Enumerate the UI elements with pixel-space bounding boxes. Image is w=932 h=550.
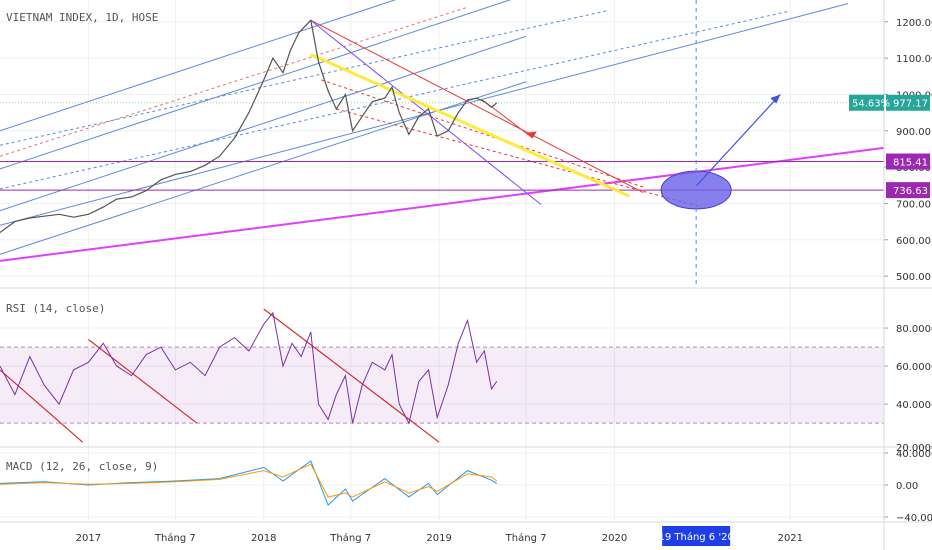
channel-line-3 bbox=[0, 0, 397, 132]
level-badge-label-0: 815.41 bbox=[893, 158, 928, 169]
channel-line-2 bbox=[0, 0, 512, 170]
x-tick-label-5: Tháng 7 bbox=[505, 532, 547, 544]
x-tick-label-1: Tháng 7 bbox=[154, 532, 196, 544]
x-tick-label-2: 2018 bbox=[251, 533, 276, 544]
x-tick-label-0: 2017 bbox=[76, 533, 101, 544]
level-badge-2 bbox=[886, 94, 930, 111]
price-tick-label-1: 600.00 bbox=[896, 236, 931, 247]
rsi-chart-title: RSI (14, close) bbox=[6, 302, 105, 315]
price-chart-title: VIETNAM INDEX, 1D, HOSE bbox=[6, 11, 158, 24]
grid bbox=[0, 0, 884, 521]
labels: 500.00600.00700.00800.00900.001000.00110… bbox=[76, 18, 932, 546]
price-tick-label-7: 1200.00 bbox=[896, 18, 932, 29]
macd-tick-label-1: 0.00 bbox=[896, 481, 918, 492]
change-badge bbox=[849, 94, 884, 111]
yellow-trendline bbox=[310, 53, 630, 198]
series-lines bbox=[0, 19, 498, 506]
dotted-red-line-1 bbox=[0, 6, 468, 157]
level-badge-0 bbox=[886, 153, 930, 170]
red-arrowhead bbox=[526, 131, 537, 139]
price-tick-label-4: 900.00 bbox=[896, 127, 931, 138]
price-line-0 bbox=[0, 19, 498, 233]
price-tick-label-6: 1100.00 bbox=[896, 54, 932, 65]
purple-descending-line bbox=[310, 19, 542, 205]
rsi-downtrend-line-0 bbox=[0, 369, 84, 443]
x-tick-label-4: 2019 bbox=[426, 533, 451, 544]
rsi-band-fill bbox=[0, 347, 884, 424]
projection-arrow-line bbox=[695, 94, 781, 187]
cursor-date-badge bbox=[662, 526, 731, 546]
level-badge-label-2: 977.17 bbox=[893, 99, 928, 110]
level-badge-1 bbox=[886, 182, 930, 199]
rsi-downtrend-line-1 bbox=[88, 338, 198, 424]
x-tick-label-7: 2021 bbox=[778, 533, 803, 544]
channel-line-outer bbox=[0, 10, 607, 146]
red-descending-trendline bbox=[310, 19, 644, 193]
macd-line-0 bbox=[0, 460, 498, 506]
price-axis bbox=[884, 21, 888, 518]
price-tick-label-2: 700.00 bbox=[896, 199, 931, 210]
projection-arrowhead bbox=[770, 94, 781, 104]
cursor-date-label: 19 Tháng 6 '20 bbox=[658, 531, 733, 543]
change-badge-label: 54.63% bbox=[852, 99, 890, 110]
rsi-band bbox=[0, 346, 884, 424]
red-dotted-path bbox=[321, 79, 644, 188]
x-tick-label-3: Tháng 7 bbox=[329, 532, 371, 544]
level-badge-label-1: 736.63 bbox=[893, 186, 928, 197]
channel-line-1 bbox=[0, 35, 527, 212]
rsi-line-0 bbox=[0, 311, 498, 425]
magenta-support-trendline bbox=[0, 146, 885, 262]
red-dotted-lower bbox=[336, 108, 703, 208]
macd-line-1 bbox=[0, 463, 498, 498]
channel-line-0 bbox=[0, 81, 527, 255]
macd-chart-title: MACD (12, 26, close, 9) bbox=[6, 460, 158, 473]
x-tick-label-6: 2020 bbox=[602, 533, 627, 544]
price-tick-label-0: 500.00 bbox=[896, 272, 931, 283]
